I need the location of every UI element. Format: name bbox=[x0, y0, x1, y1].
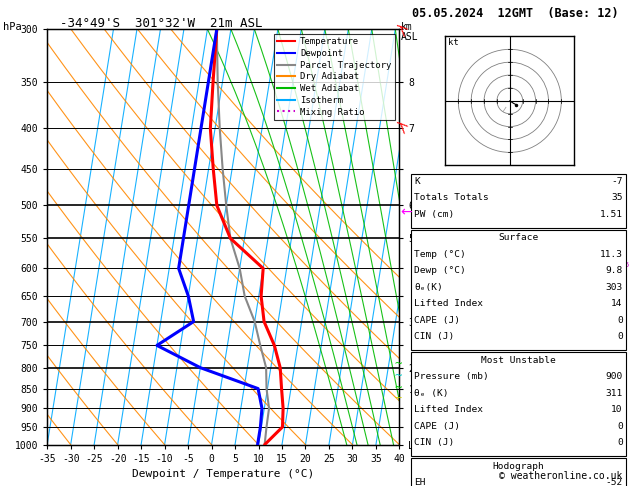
Text: Pressure (mb): Pressure (mb) bbox=[414, 372, 489, 382]
Text: θₑ (K): θₑ (K) bbox=[414, 389, 448, 398]
Text: 35: 35 bbox=[611, 193, 623, 203]
Text: 311: 311 bbox=[606, 389, 623, 398]
Text: Dewp (°C): Dewp (°C) bbox=[414, 266, 465, 276]
Text: -7: -7 bbox=[611, 177, 623, 186]
Text: 1: 1 bbox=[584, 262, 587, 268]
Text: 3: 3 bbox=[616, 262, 621, 268]
Text: 0: 0 bbox=[617, 438, 623, 448]
Text: ←: ← bbox=[400, 205, 411, 219]
Text: Hodograph: Hodograph bbox=[493, 462, 544, 471]
Text: -34°49'S  301°32'W  21m ASL: -34°49'S 301°32'W 21m ASL bbox=[60, 17, 262, 30]
Text: Temp (°C): Temp (°C) bbox=[414, 250, 465, 259]
Text: K: K bbox=[414, 177, 420, 186]
X-axis label: Dewpoint / Temperature (°C): Dewpoint / Temperature (°C) bbox=[132, 469, 314, 479]
Text: 0: 0 bbox=[617, 316, 623, 325]
Text: km
ASL: km ASL bbox=[401, 22, 418, 42]
Text: –: – bbox=[395, 392, 401, 402]
Text: Totals Totals: Totals Totals bbox=[414, 193, 489, 203]
Text: 0: 0 bbox=[617, 332, 623, 342]
Text: PW (cm): PW (cm) bbox=[414, 210, 454, 219]
Text: 303: 303 bbox=[606, 283, 623, 292]
Text: /: / bbox=[395, 23, 410, 38]
Text: 5: 5 bbox=[625, 262, 629, 268]
Text: kt: kt bbox=[448, 38, 459, 48]
Text: Most Unstable: Most Unstable bbox=[481, 356, 555, 365]
Text: 900: 900 bbox=[606, 372, 623, 382]
Text: Surface: Surface bbox=[498, 233, 538, 243]
Text: -52: -52 bbox=[606, 478, 623, 486]
Text: CAPE (J): CAPE (J) bbox=[414, 422, 460, 431]
Text: 2: 2 bbox=[607, 262, 611, 268]
Text: \: \ bbox=[395, 19, 410, 34]
Legend: Temperature, Dewpoint, Parcel Trajectory, Dry Adiabat, Wet Adiabat, Isotherm, Mi: Temperature, Dewpoint, Parcel Trajectory… bbox=[274, 34, 395, 120]
Text: ~: ~ bbox=[394, 381, 402, 394]
Text: © weatheronline.co.uk: © weatheronline.co.uk bbox=[499, 471, 623, 481]
Text: θₑ(K): θₑ(K) bbox=[414, 283, 443, 292]
Text: \: \ bbox=[395, 117, 410, 131]
Text: hPa: hPa bbox=[3, 22, 22, 32]
Text: 0: 0 bbox=[617, 422, 623, 431]
Text: 14: 14 bbox=[611, 299, 623, 309]
Text: 11.3: 11.3 bbox=[599, 250, 623, 259]
Text: Lifted Index: Lifted Index bbox=[414, 299, 483, 309]
Text: /: / bbox=[395, 121, 410, 135]
Text: ~: ~ bbox=[394, 369, 402, 382]
Text: CIN (J): CIN (J) bbox=[414, 438, 454, 448]
Text: 10: 10 bbox=[611, 405, 623, 415]
Text: EH: EH bbox=[414, 478, 425, 486]
Text: CAPE (J): CAPE (J) bbox=[414, 316, 460, 325]
Text: Lifted Index: Lifted Index bbox=[414, 405, 483, 415]
Text: 05.05.2024  12GMT  (Base: 12): 05.05.2024 12GMT (Base: 12) bbox=[412, 7, 618, 20]
Text: ~: ~ bbox=[394, 357, 402, 370]
Text: 4: 4 bbox=[621, 262, 626, 268]
Text: 9.8: 9.8 bbox=[606, 266, 623, 276]
Text: 1.51: 1.51 bbox=[599, 210, 623, 219]
Text: CIN (J): CIN (J) bbox=[414, 332, 454, 342]
